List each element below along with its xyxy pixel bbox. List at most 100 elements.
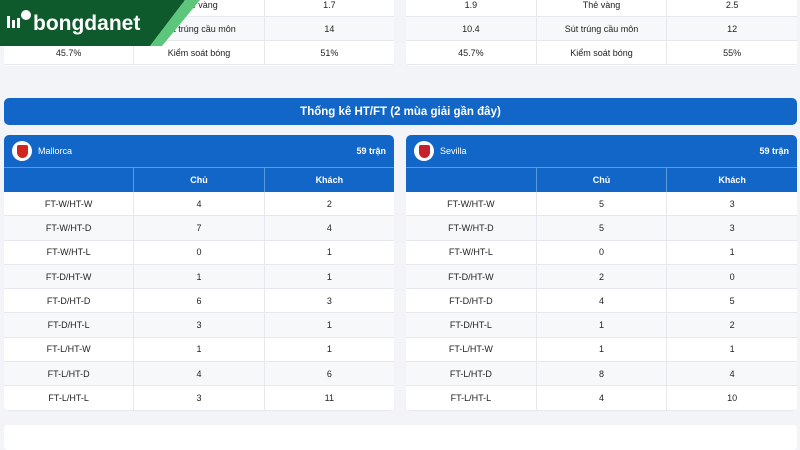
table-row: FT-W/HT-D 7 4 <box>4 216 394 241</box>
table-row: FT-W/HT-W 5 3 <box>406 192 797 217</box>
table-row: FT-D/HT-W 2 0 <box>406 264 797 290</box>
table-row: FT-L/HT-W 1 1 <box>4 337 394 363</box>
result-type: FT-D/HT-D <box>406 289 537 313</box>
result-type: FT-W/HT-W <box>406 192 537 216</box>
home-count: 6 <box>134 289 265 313</box>
stat-label: Kiểm soát bóng <box>537 41 668 64</box>
result-type: FT-L/HT-W <box>406 337 537 362</box>
result-type: FT-W/HT-D <box>406 216 537 240</box>
match-count: 59 trận <box>759 146 789 156</box>
away-count: 1 <box>729 344 735 355</box>
result-type: FT-D/HT-W <box>406 264 537 289</box>
away-count: 0 <box>729 271 735 282</box>
result-type: FT-L/HT-L <box>4 386 135 410</box>
away-count: 3 <box>729 198 735 209</box>
team-name[interactable]: Mallorca <box>38 146 73 156</box>
away-count: 4 <box>326 222 332 233</box>
home-count: 0 <box>537 240 668 264</box>
away-count: 2 <box>729 320 735 331</box>
home-count: 1 <box>537 313 668 337</box>
away-count: 5 <box>729 295 735 306</box>
away-count: 1 <box>326 344 332 355</box>
table-row: FT-W/HT-L 0 1 <box>4 240 394 265</box>
stat-label: Thẻ vàng <box>537 0 668 16</box>
table-row: FT-D/HT-W 1 1 <box>4 264 394 290</box>
stat-row: 45.7% Kiểm soát bóng 55% <box>406 41 797 65</box>
home-count: 3 <box>134 386 265 410</box>
top-stats-right: 1.9 Thẻ vàng 2.5 10.4 Sút trúng cầu môn 12 45.… <box>406 0 797 66</box>
home-count: 2 <box>537 264 668 289</box>
column-headers: Chủ Khách <box>406 167 797 192</box>
stat-away: 12 <box>727 23 738 34</box>
away-count: 1 <box>326 320 332 331</box>
table-row: FT-L/HT-L 4 10 <box>406 386 797 411</box>
away-count: 1 <box>326 247 332 258</box>
result-type: FT-D/HT-L <box>406 313 537 337</box>
away-count: 4 <box>729 368 735 379</box>
table-row: FT-D/HT-L 1 2 <box>406 313 797 338</box>
result-type: FT-W/HT-L <box>406 240 537 264</box>
team-table-sevilla: Sevilla 59 trận Chủ Khách FT-W/HT-W 5 3 FT-W/HT… <box>406 135 797 411</box>
col-blank <box>4 168 135 192</box>
home-count: 5 <box>537 216 668 240</box>
home-count: 4 <box>537 289 668 313</box>
stat-home: 45.7% <box>4 41 135 64</box>
col-blank <box>406 168 537 192</box>
team-table-mallorca: Mallorca 59 trận Chủ Khách FT-W/HT-W 4 2 FT-W/H… <box>4 135 394 411</box>
away-count: 6 <box>326 368 332 379</box>
home-count: 1 <box>134 337 265 362</box>
team-name[interactable]: Sevilla <box>440 146 467 156</box>
home-count: 5 <box>537 192 668 216</box>
table-row: FT-L/HT-L 3 11 <box>4 386 394 411</box>
stat-rows-right: 1.9 Thẻ vàng 2.5 10.4 Sút trúng cầu môn 12 45.… <box>406 0 797 65</box>
stat-away: 55% <box>723 47 742 58</box>
stat-row: 1.9 Thẻ vàng 2.5 <box>406 0 797 17</box>
table-row: FT-W/HT-D 5 3 <box>406 216 797 241</box>
result-type: FT-D/HT-W <box>4 264 135 289</box>
home-count: 8 <box>537 362 668 386</box>
table-row: FT-L/HT-D 8 4 <box>406 362 797 387</box>
brand-text: bongdanet <box>33 12 140 35</box>
away-count: 1 <box>729 247 735 258</box>
result-type: FT-L/HT-L <box>406 386 537 410</box>
team-crest-icon <box>12 141 32 161</box>
stat-away: 1.7 <box>323 0 336 10</box>
home-count: 0 <box>134 240 265 264</box>
stat-label: Sút trúng cầu môn <box>134 17 265 40</box>
team-header: Mallorca 59 trận <box>4 135 394 167</box>
home-count: 4 <box>537 386 668 410</box>
col-away: Khách <box>315 175 344 185</box>
result-type: FT-D/HT-L <box>4 313 135 337</box>
table-row: FT-D/HT-L 3 1 <box>4 313 394 338</box>
table-row: FT-D/HT-D 6 3 <box>4 289 394 314</box>
away-count: 3 <box>326 295 332 306</box>
home-count: 1 <box>134 264 265 289</box>
bongdanet-logo[interactable]: bongdanet <box>0 0 215 46</box>
away-count: 1 <box>326 271 332 282</box>
home-count: 4 <box>134 362 265 386</box>
home-count: 7 <box>134 216 265 240</box>
away-count: 10 <box>727 393 738 404</box>
col-away: Khách <box>718 175 746 185</box>
home-count: 3 <box>134 313 265 337</box>
stat-row: 45.7% Kiểm soát bóng 51% <box>4 41 394 65</box>
bottom-card <box>4 425 797 450</box>
home-count: 1 <box>537 337 668 362</box>
result-type: FT-L/HT-D <box>4 362 135 386</box>
result-type: FT-W/HT-L <box>4 240 135 264</box>
col-home: Chủ <box>134 168 265 192</box>
team-crest-icon <box>414 141 434 161</box>
result-type: FT-W/HT-D <box>4 216 135 240</box>
away-count: 2 <box>326 198 332 209</box>
col-home: Chủ <box>537 168 668 192</box>
table-row: FT-L/HT-W 1 1 <box>406 337 797 363</box>
table-row: FT-W/HT-L 0 1 <box>406 240 797 265</box>
table-row: FT-W/HT-W 4 2 <box>4 192 394 217</box>
result-type: FT-W/HT-W <box>4 192 135 216</box>
team-header: Sevilla 59 trận <box>406 135 797 167</box>
away-count: 3 <box>729 222 735 233</box>
stat-away: 2.5 <box>725 0 739 10</box>
stat-label: Thẻ vàng <box>134 0 265 16</box>
table-row: FT-D/HT-D 4 5 <box>406 289 797 314</box>
stat-away: 14 <box>324 23 335 34</box>
